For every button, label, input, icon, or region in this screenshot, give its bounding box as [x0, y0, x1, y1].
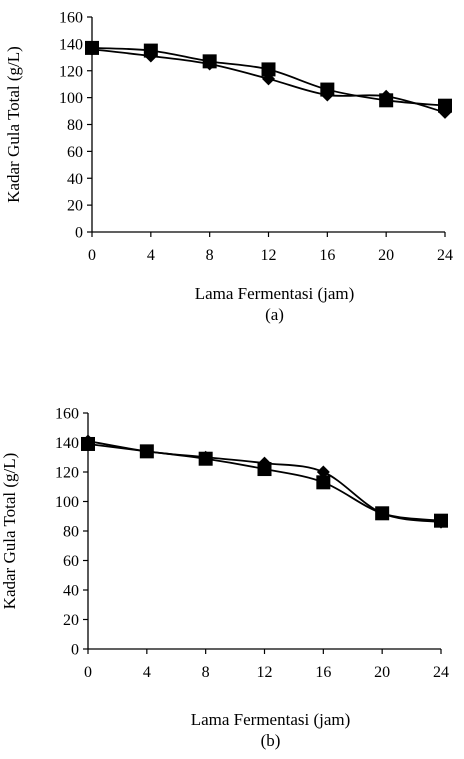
y-tick-label: 140	[55, 435, 79, 452]
data-point-square	[434, 514, 448, 528]
data-point-square	[199, 452, 213, 466]
y-tick-label: 160	[55, 406, 79, 423]
y-tick-label: 40	[63, 583, 79, 600]
x-tick-label: 8	[202, 664, 210, 681]
panel-label: (a)	[265, 305, 284, 324]
data-point-square	[375, 506, 389, 520]
x-tick-label: 20	[378, 247, 394, 264]
y-tick-label: 160	[59, 10, 83, 27]
y-tick-label: 40	[67, 171, 83, 188]
data-point-square	[438, 99, 452, 113]
y-tick-label: 80	[63, 524, 79, 541]
x-tick-label: 8	[206, 247, 214, 264]
y-axis-title: Kadar Gula Total (g/L)	[4, 46, 23, 203]
y-tick-label: 0	[75, 225, 83, 242]
x-tick-label: 20	[374, 664, 390, 681]
x-tick-label: 0	[84, 664, 92, 681]
data-point-square	[262, 62, 276, 76]
y-tick-label: 0	[71, 642, 79, 659]
y-tick-label: 120	[55, 465, 79, 482]
y-tick-label: 80	[67, 117, 83, 134]
data-point-square	[140, 444, 154, 458]
y-tick-label: 120	[59, 63, 83, 80]
data-point-square	[320, 83, 334, 97]
y-tick-label: 60	[67, 144, 83, 161]
x-tick-label: 12	[261, 247, 277, 264]
data-point-square	[144, 44, 158, 58]
x-tick-label: 12	[257, 664, 273, 681]
x-tick-label: 24	[437, 247, 453, 264]
data-point-square	[85, 41, 99, 55]
x-axis-title: Lama Fermentasi (jam)	[191, 710, 351, 729]
x-tick-label: 4	[143, 664, 151, 681]
y-tick-label: 100	[59, 90, 83, 107]
y-tick-label: 60	[63, 553, 79, 570]
data-point-square	[81, 437, 95, 451]
data-point-square	[316, 475, 330, 489]
y-tick-label: 100	[55, 494, 79, 511]
x-tick-label: 16	[315, 664, 331, 681]
data-point-square	[379, 93, 393, 107]
chart-b: 0 20 40 60 80 100 120 140 160 0 4 8 12 16 20 24 Lama Fer…	[0, 406, 449, 751]
y-tick-label: 20	[63, 612, 79, 629]
chart-a: 0 20 40 60 80 100 120 140 160 0 4 8 12 16 20 24 Lama Fer…	[4, 10, 453, 325]
y-axis-title: Kadar Gula Total (g/L)	[0, 453, 19, 610]
panel-label: (b)	[261, 731, 281, 750]
x-tick-label: 4	[147, 247, 155, 264]
x-tick-label: 16	[319, 247, 335, 264]
x-tick-label: 0	[88, 247, 96, 264]
y-tick-label: 20	[67, 198, 83, 215]
y-tick-label: 140	[59, 36, 83, 53]
x-axis-title: Lama Fermentasi (jam)	[195, 284, 355, 303]
data-point-square	[203, 54, 217, 68]
data-point-square	[258, 462, 272, 476]
x-tick-label: 24	[433, 664, 449, 681]
